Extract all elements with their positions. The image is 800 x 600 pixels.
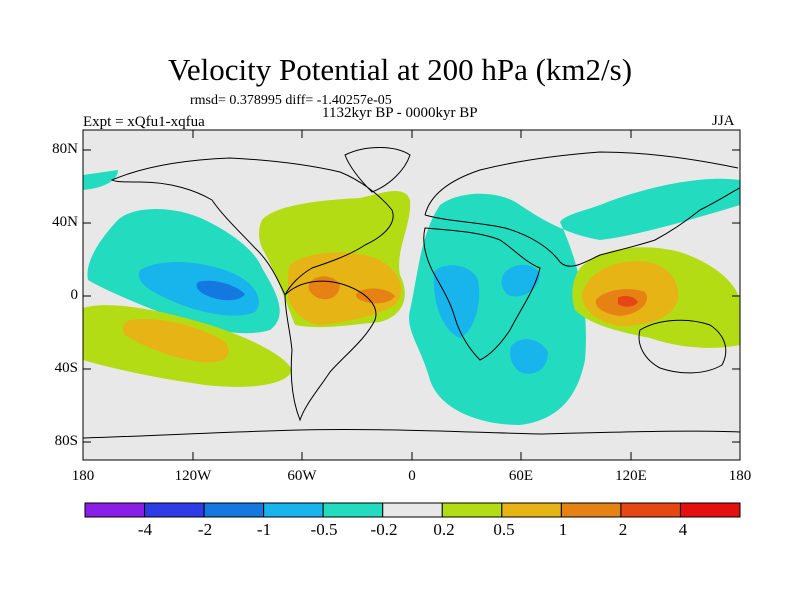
colorbar-box <box>679 502 741 518</box>
antarctica-coast <box>83 428 740 439</box>
map-title: Velocity Potential at 200 hPa (km2/s) <box>167 52 633 87</box>
australia-coast <box>638 319 727 374</box>
season-label: JJA <box>712 113 735 129</box>
lon-label-180-west: 180 <box>71 468 95 484</box>
colorbar-label-neg02: -0.2 <box>370 520 398 539</box>
period-label: 1132kyr BP - 0000kyr BP <box>322 105 478 121</box>
north-america-coast <box>110 157 394 297</box>
lat-ticks <box>83 149 740 443</box>
colorbar-box <box>144 502 205 518</box>
eurasia-coast <box>424 151 740 267</box>
east-pacific-strong-negative <box>196 280 245 301</box>
colorbar-box <box>620 502 681 518</box>
colorbar-box <box>501 502 562 518</box>
colorbar-label-pos02: 0.2 <box>433 520 455 539</box>
lon-label-120w: 120W <box>174 468 212 484</box>
south-america-coast <box>284 280 377 422</box>
greenland-coast <box>344 147 411 193</box>
lon-label-180-east: 180 <box>728 468 752 484</box>
colorbar-label-pos4: 4 <box>678 520 688 539</box>
colorbar-box <box>84 502 146 518</box>
tropical-atlantic-strong-positive <box>355 288 395 304</box>
south-indian-moderate-negative <box>510 339 548 374</box>
colorbar-box <box>203 502 265 518</box>
colorbar-box <box>322 502 384 518</box>
maritime-continent-peak-positive <box>618 295 638 307</box>
colorbar-label-neg4: -4 <box>137 520 153 539</box>
lat-label-40s: 40S <box>54 360 78 376</box>
rmsd-stats: rmsd= 0.378995 diff= -1.40257e-05 <box>190 93 392 108</box>
lat-label-80n: 80N <box>52 141 78 157</box>
experiment-label: Expt = xQfu1-xqfua <box>83 114 205 130</box>
africa-coast <box>423 227 541 361</box>
colorbar-box <box>560 502 622 518</box>
central-africa-moderate-negative <box>433 265 480 338</box>
colorbar-label-neg1: -1 <box>256 520 272 539</box>
lat-label-0: 0 <box>70 287 79 303</box>
lon-label-0: 0 <box>408 468 416 484</box>
colorbar-box <box>382 502 443 518</box>
lon-ticks <box>82 130 741 460</box>
colorbar-box <box>441 502 503 518</box>
lon-label-60e: 60E <box>508 468 534 484</box>
north-atlantic-negative-region <box>83 170 118 190</box>
lat-label-80s: 80S <box>54 433 78 449</box>
colorbar-label-pos1: 1 <box>558 520 568 539</box>
colorbar-box <box>263 502 324 518</box>
colorbar-label-pos05: 0.5 <box>493 520 515 539</box>
contour-fields <box>83 170 740 425</box>
coastlines <box>83 147 740 439</box>
colorbar-label-neg05: -0.5 <box>310 520 338 539</box>
south-america-moderate-positive <box>287 252 402 325</box>
colorbar <box>84 502 741 518</box>
south-pacific-moderate-positive <box>122 319 229 363</box>
lon-label-120e: 120E <box>615 468 647 484</box>
lon-label-60w: 60W <box>287 468 317 484</box>
lat-label-40n: 40N <box>52 214 78 230</box>
colorbar-label-neg2: -2 <box>197 520 213 539</box>
arabia-moderate-negative <box>501 264 540 297</box>
colorbar-label-pos2: 2 <box>618 520 628 539</box>
